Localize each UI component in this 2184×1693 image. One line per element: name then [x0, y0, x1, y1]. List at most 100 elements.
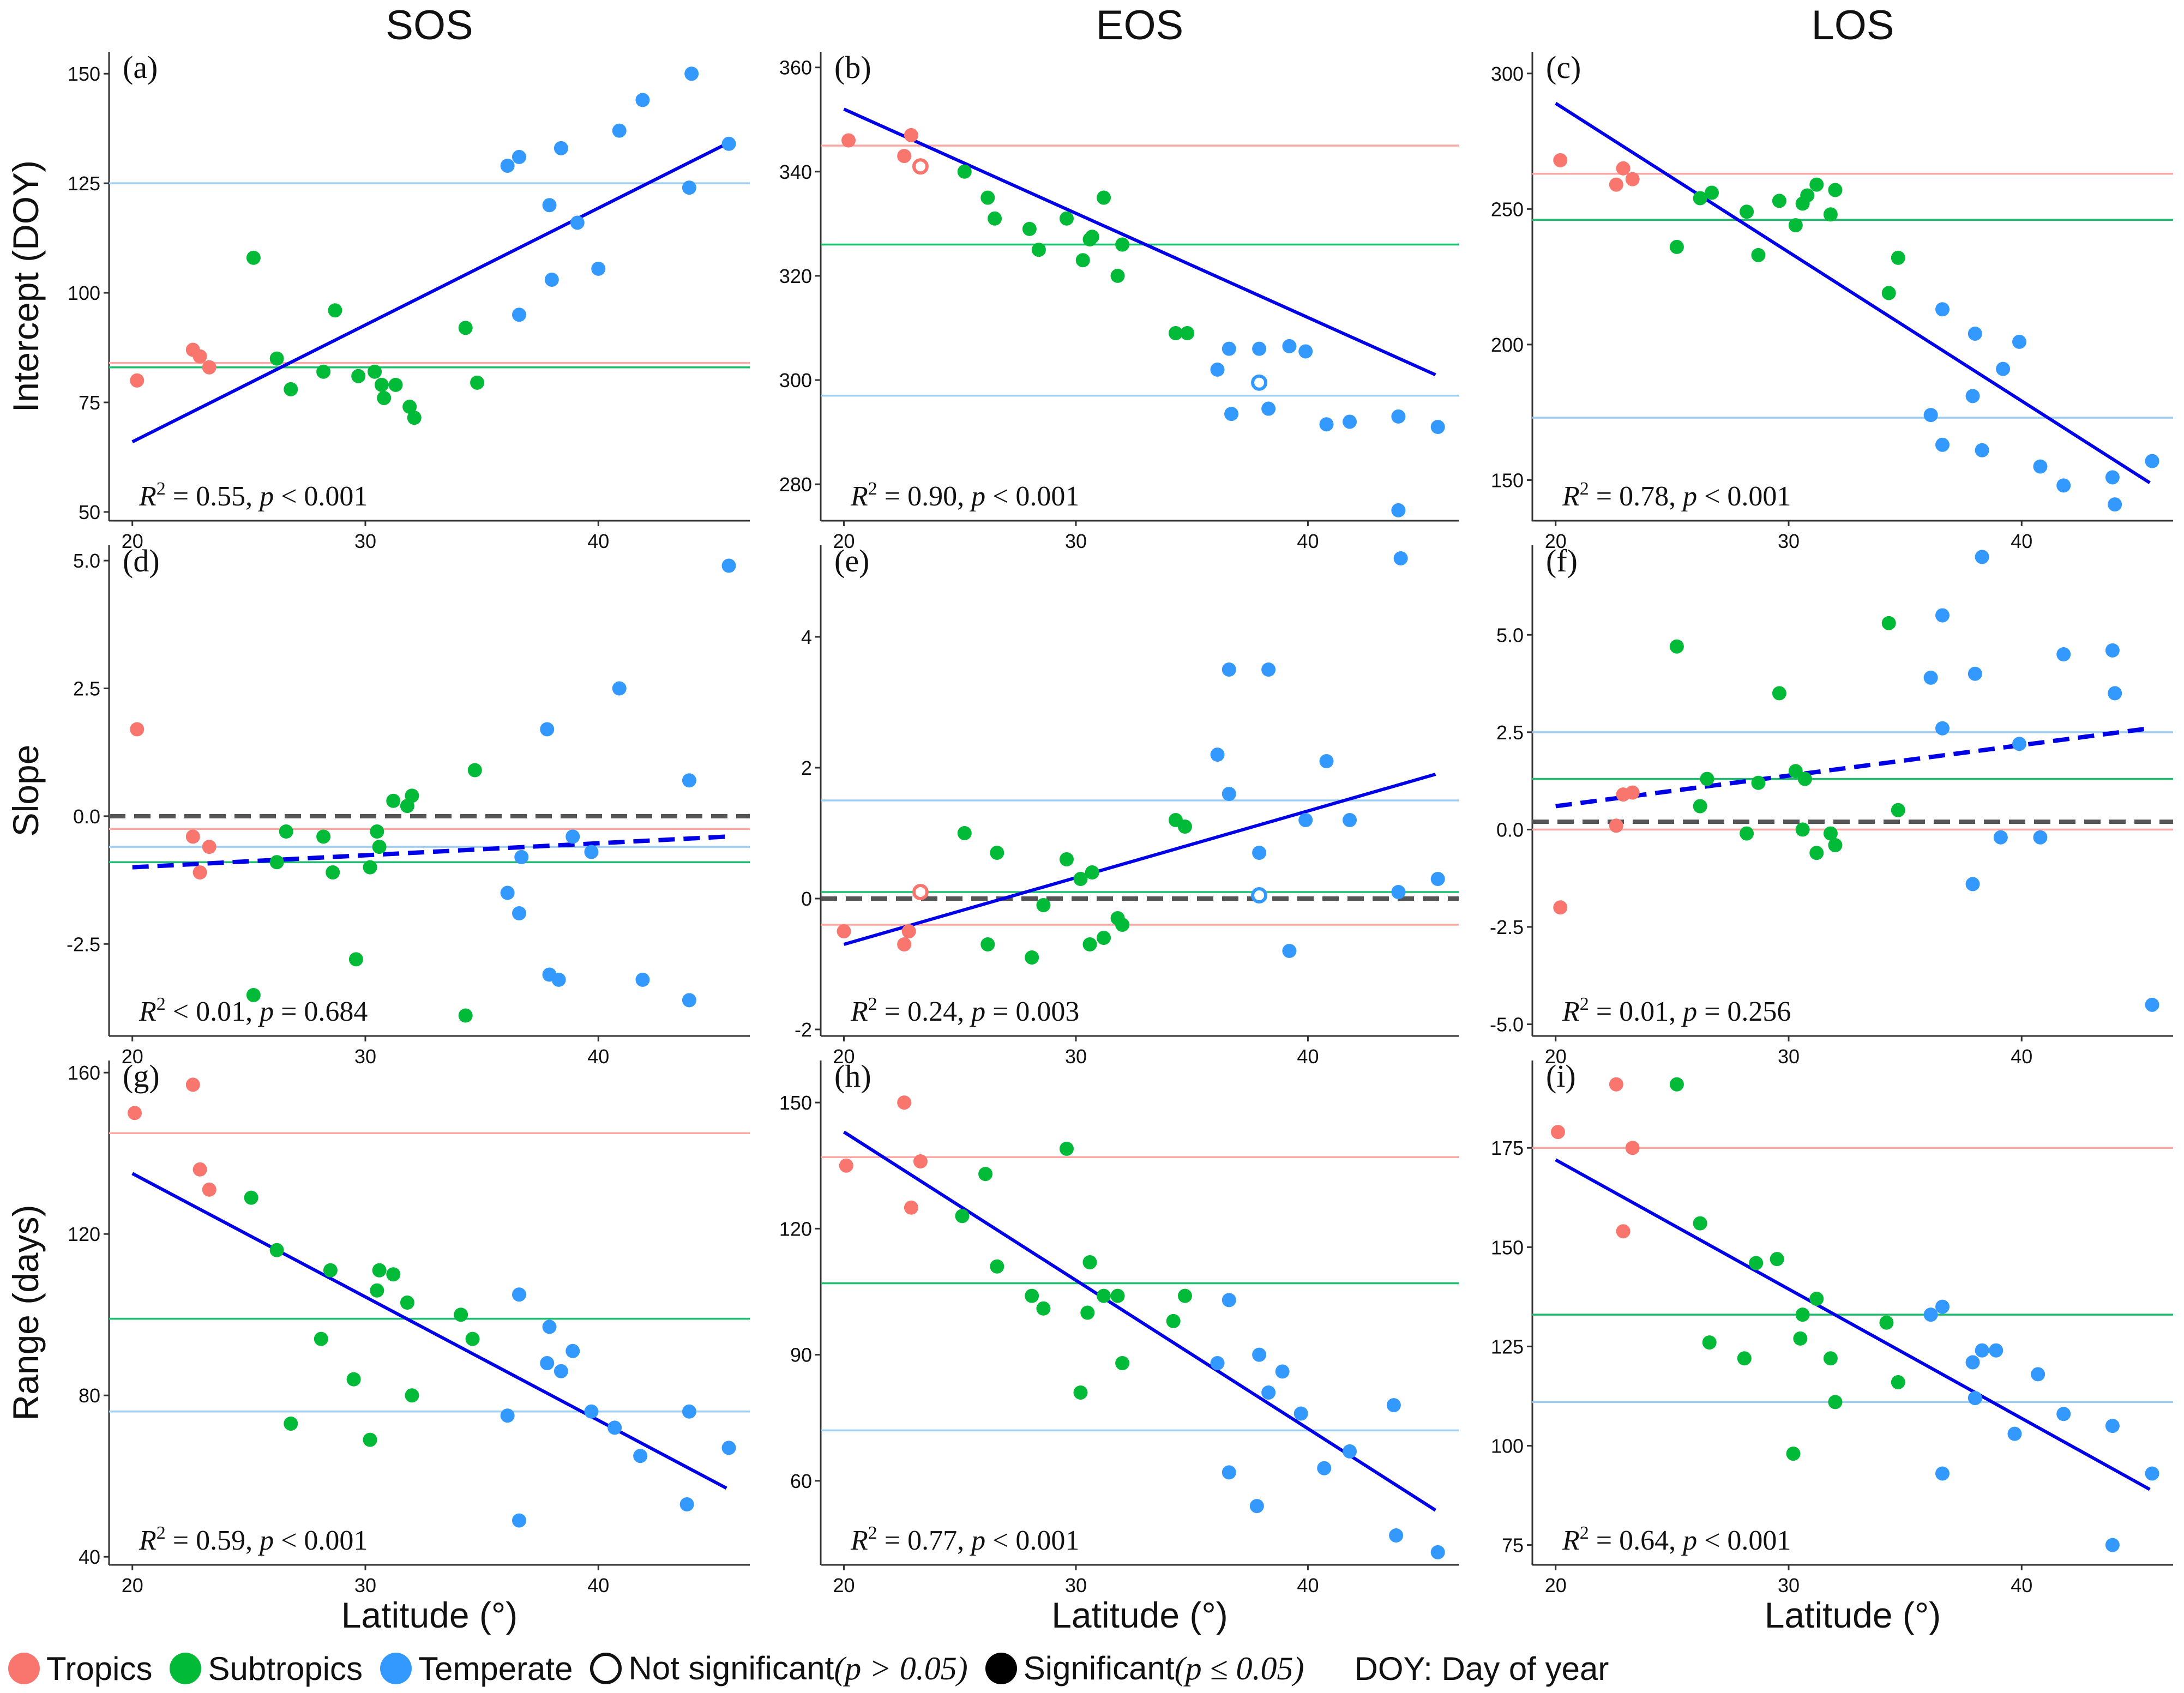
- legend-item-temperate: Temperate: [380, 1650, 573, 1688]
- point-temperate: [512, 308, 526, 322]
- point-subtropics: [1097, 190, 1111, 205]
- stat-annotation: R2 < 0.01, p = 0.684: [139, 994, 368, 1027]
- point-tropics: [1625, 1141, 1640, 1155]
- point-temperate: [500, 158, 515, 173]
- point-subtropics: [1115, 237, 1130, 252]
- column-title-eos: EOS: [1096, 2, 1184, 49]
- point-temperate: [1222, 787, 1236, 801]
- point-subtropics: [1693, 799, 1707, 814]
- point-subtropics: [1075, 253, 1090, 268]
- point-subtropics: [372, 840, 387, 854]
- point-temperate: [1968, 666, 1982, 681]
- point-temperate: [2056, 478, 2071, 493]
- x-tick-label: 30: [1778, 1045, 1800, 1068]
- point-tropics: [1609, 1077, 1623, 1092]
- point-tropics: [202, 360, 216, 375]
- point-subtropics: [470, 375, 485, 390]
- point-tropics-not-significant: [912, 158, 929, 175]
- point-subtropics: [1823, 1351, 1838, 1366]
- x-tick-label: 40: [2011, 1574, 2032, 1596]
- point-subtropics: [1082, 937, 1097, 951]
- point-temperate: [1319, 754, 1334, 768]
- point-temperate: [1389, 1528, 1404, 1543]
- point-subtropics: [1180, 326, 1195, 340]
- point-subtropics: [1036, 1301, 1051, 1316]
- y-tick-label: 120: [68, 1223, 100, 1245]
- point-subtropics: [467, 763, 482, 778]
- point-temperate: [512, 906, 526, 920]
- legend-item-not-significant: Not significant(p > 0.05): [590, 1649, 968, 1688]
- panel-a: 50 75 100 125 150 20 30 40 (a) R2 = 0.55, p < 0.0…: [68, 50, 750, 552]
- y-tick-label: 360: [779, 57, 812, 79]
- point-subtropics: [1770, 1252, 1784, 1267]
- point-tropics: [897, 1095, 912, 1110]
- point-subtropics: [368, 364, 382, 379]
- x-tick-label: 20: [833, 1574, 855, 1596]
- x-tick-label: 30: [1778, 1574, 1800, 1596]
- point-tropics: [1625, 785, 1640, 800]
- point-tropics: [904, 128, 918, 142]
- point-subtropics: [1751, 775, 1766, 790]
- regression-line: [843, 773, 1436, 946]
- point-tropics: [130, 373, 145, 388]
- point-temperate: [584, 845, 599, 859]
- point-temperate: [544, 272, 559, 287]
- point-subtropics: [1828, 838, 1843, 852]
- point-temperate: [2105, 470, 2120, 485]
- point-temperate: [1989, 1343, 2003, 1358]
- point-temperate: [1923, 1308, 1938, 1322]
- point-temperate: [1968, 326, 1982, 341]
- panel-f: -5.0 -2.5 0.0 2.5 5.0 20 30 40 (f) R2 = 0.01, p =…: [1490, 543, 2173, 1068]
- point-temperate: [1319, 417, 1334, 432]
- point-subtropics: [314, 1331, 328, 1346]
- point-temperate: [2108, 686, 2122, 701]
- point-subtropics: [957, 826, 972, 840]
- x-tick-label: 20: [1545, 1574, 1567, 1596]
- point-temperate: [514, 849, 529, 864]
- legend-swatch-not-significant: [590, 1653, 622, 1684]
- point-subtropics: [1702, 1335, 1717, 1350]
- point-temperate: [570, 215, 585, 230]
- point-temperate: [2145, 1466, 2159, 1481]
- legend-swatch-significant: [985, 1653, 1017, 1684]
- y-tick-label: 320: [779, 265, 812, 287]
- legend-note-text: DOY: Day of year: [1354, 1650, 1609, 1687]
- point-temperate: [1935, 1299, 1950, 1314]
- point-tropics: [841, 133, 856, 148]
- point-subtropics: [1059, 211, 1074, 226]
- point-temperate: [721, 1441, 736, 1455]
- y-tick-label: 280: [779, 473, 812, 496]
- regression-line: [131, 1172, 727, 1490]
- x-tick-label: 30: [1065, 1574, 1087, 1596]
- point-subtropics: [269, 351, 284, 366]
- x-tick-label: 30: [354, 1574, 376, 1596]
- point-subtropics: [1823, 207, 1838, 222]
- point-subtropics: [1025, 950, 1039, 965]
- y-tick-label: 2.5: [73, 678, 100, 700]
- point-subtropics: [377, 390, 392, 405]
- panel-tag: (e): [834, 543, 869, 579]
- panel-i: 75 100 125 150 175 20 30 40 (i) R2 = 0.64, p < 0.…: [1491, 1058, 2173, 1596]
- point-subtropics: [386, 793, 401, 808]
- point-subtropics: [386, 1267, 401, 1282]
- point-subtropics: [1110, 1288, 1125, 1303]
- point-temperate: [2145, 454, 2159, 468]
- point-subtropics: [1795, 1308, 1810, 1322]
- point-tropics: [1616, 161, 1631, 176]
- x-tick-label: 20: [833, 1045, 855, 1068]
- y-tick-label: 2: [801, 757, 812, 779]
- point-subtropics: [1669, 639, 1684, 654]
- point-temperate: [1261, 1385, 1276, 1400]
- point-temperate: [612, 123, 627, 138]
- point-temperate: [500, 1408, 515, 1423]
- panel-d: -2.5 0.0 2.5 5.0 20 30 40 (d) R2 < 0.01, p = 0.6…: [67, 543, 750, 1068]
- point-temperate: [2012, 737, 2026, 751]
- point-subtropics: [1751, 248, 1766, 262]
- point-subtropics: [328, 303, 342, 318]
- x-tick-label: 40: [587, 1045, 609, 1068]
- point-subtropics: [955, 1209, 970, 1224]
- point-temperate: [1222, 341, 1236, 356]
- point-tropics: [192, 1162, 207, 1177]
- point-subtropics: [1881, 286, 1896, 300]
- point-tropics: [1609, 177, 1623, 192]
